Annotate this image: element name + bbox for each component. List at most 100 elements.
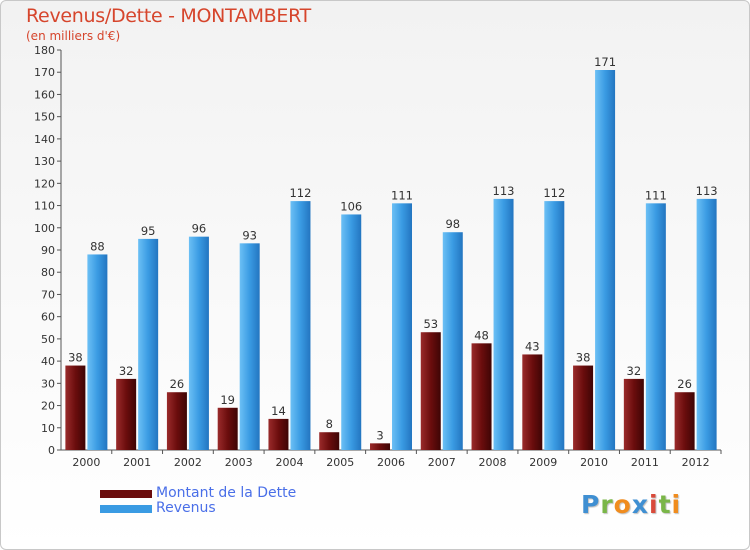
chart-labels: 2000388820013295200226962003199320041411… [68, 55, 718, 469]
bar-debt [573, 365, 594, 450]
y-tick-label: 20 [41, 400, 55, 413]
y-tick-label: 140 [34, 133, 55, 146]
y-tick-label: 10 [41, 422, 55, 435]
y-tick-label: 110 [34, 200, 55, 213]
y-tick-label: 50 [41, 333, 55, 346]
logo-letter: t [658, 490, 672, 519]
data-label: 112 [289, 186, 311, 200]
proxiti-logo: Proxiti [581, 490, 681, 519]
y-tick-label: 60 [41, 311, 55, 324]
bar-revenus [645, 203, 666, 450]
data-label: 88 [90, 239, 105, 253]
data-label: 43 [525, 339, 540, 353]
y-tick-label: 70 [41, 288, 55, 301]
data-label: 19 [220, 393, 235, 407]
x-tick-label: 2012 [682, 456, 710, 469]
y-tick-label: 100 [34, 222, 55, 235]
bar-revenus [341, 214, 362, 450]
bar-debt [370, 443, 390, 450]
x-tick-label: 2000 [72, 456, 100, 469]
data-label: 113 [696, 184, 718, 198]
bar-revenus [392, 203, 412, 450]
x-tick-label: 2001 [123, 456, 151, 469]
data-label: 38 [68, 351, 83, 365]
data-label: 3 [376, 428, 383, 442]
data-label: 14 [271, 404, 286, 418]
y-tick-label: 40 [41, 355, 55, 368]
x-tick-label: 2008 [479, 456, 507, 469]
y-tick-label: 170 [34, 66, 55, 79]
y-tick-label: 30 [41, 377, 55, 390]
bar-revenus [442, 232, 463, 450]
bar-revenus [544, 201, 565, 450]
bar-debt [268, 418, 289, 450]
bar-revenus [239, 243, 260, 450]
bar-debt [217, 407, 238, 450]
data-label: 38 [576, 351, 591, 365]
bar-debt [65, 365, 86, 450]
chart-axes: 0 10 20 30 40 50 60 70 80 90 100 110 120 130 140 150 160… [34, 44, 722, 457]
bar-debt [166, 392, 187, 450]
y-tick-label: 180 [34, 44, 55, 57]
bar-revenus [87, 254, 108, 450]
bar-debt [522, 354, 543, 450]
data-label: 93 [242, 228, 257, 242]
logo-letter: x [631, 490, 649, 519]
data-label: 111 [391, 188, 413, 202]
data-label: 8 [326, 417, 333, 431]
data-label: 106 [340, 199, 362, 213]
y-tick-label: 120 [34, 177, 55, 190]
y-tick-label: 160 [34, 88, 55, 101]
data-label: 171 [594, 55, 616, 69]
legend-item-debt: Montant de la Dette [100, 486, 296, 501]
bar-revenus [595, 70, 616, 450]
legend-label-debt: Montant de la Dette [156, 485, 297, 501]
x-tick-label: 2007 [428, 456, 456, 469]
bar-revenus [696, 198, 717, 450]
data-label: 113 [493, 184, 515, 198]
legend-swatch-debt [100, 489, 152, 498]
chart-title: Revenus/Dette - MONTAMBERT [26, 5, 311, 27]
data-label: 111 [645, 188, 667, 202]
bar-revenus [493, 198, 514, 450]
data-label: 53 [423, 317, 438, 331]
data-label: 32 [119, 364, 134, 378]
logo-letter: i [671, 490, 682, 519]
data-label: 32 [627, 364, 642, 378]
bar-debt [471, 343, 492, 450]
legend-swatch-revenus [100, 504, 152, 513]
y-tick-label: 150 [34, 111, 55, 124]
bar-revenus [290, 201, 311, 450]
bar-debt [674, 392, 695, 450]
data-label: 95 [141, 224, 156, 238]
x-tick-label: 2003 [225, 456, 253, 469]
data-label: 26 [677, 377, 692, 391]
logo-letter: r [600, 490, 614, 519]
data-label: 112 [543, 186, 565, 200]
bar-debt [116, 378, 137, 450]
logo-letter: o [613, 490, 632, 519]
y-tick-label: 0 [48, 444, 55, 457]
bar-revenus [188, 236, 209, 450]
logo-letter: i [649, 490, 659, 519]
x-tick-label: 2006 [377, 456, 405, 469]
chart-subtitle: (en milliers d'€) [26, 29, 121, 43]
legend: Montant de la Dette Revenus [100, 486, 296, 516]
bar-debt [623, 378, 644, 450]
y-tick-label: 130 [34, 155, 55, 168]
x-tick-label: 2010 [580, 456, 608, 469]
x-tick-label: 2002 [174, 456, 202, 469]
data-label: 98 [445, 217, 460, 231]
bar-debt [420, 332, 441, 450]
chart-bars [65, 70, 717, 450]
legend-label-revenus: Revenus [156, 500, 216, 516]
data-label: 26 [170, 377, 185, 391]
y-tick-label: 90 [41, 244, 55, 257]
x-tick-label: 2005 [326, 456, 354, 469]
legend-item-revenus: Revenus [100, 501, 296, 516]
y-tick-label: 80 [41, 266, 55, 279]
x-tick-label: 2011 [631, 456, 659, 469]
x-tick-label: 2004 [275, 456, 303, 469]
